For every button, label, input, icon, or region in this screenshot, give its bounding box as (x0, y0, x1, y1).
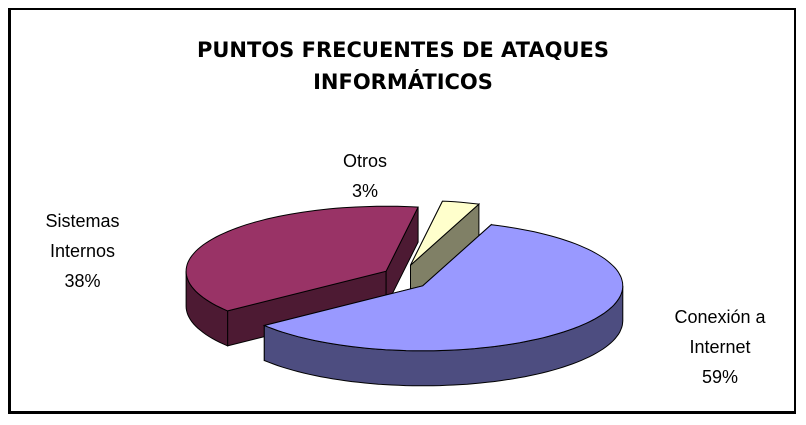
slice-value-label: 59% (701, 367, 739, 387)
slice (410, 200, 481, 266)
chart-frame (8, 8, 796, 414)
slice (185, 205, 419, 312)
slice-label: Conexión a Internet (674, 307, 766, 357)
chart-title: PUNTOS FRECUENTES DE ATAQUES INFORMÁTICO… (196, 38, 609, 94)
slice-label: Otros (342, 151, 387, 171)
slice-value-label: 38% (64, 271, 101, 291)
slice-value-label: 3% (351, 181, 378, 201)
slice-label: Sistemas Internos (45, 211, 120, 261)
slice (262, 224, 624, 352)
